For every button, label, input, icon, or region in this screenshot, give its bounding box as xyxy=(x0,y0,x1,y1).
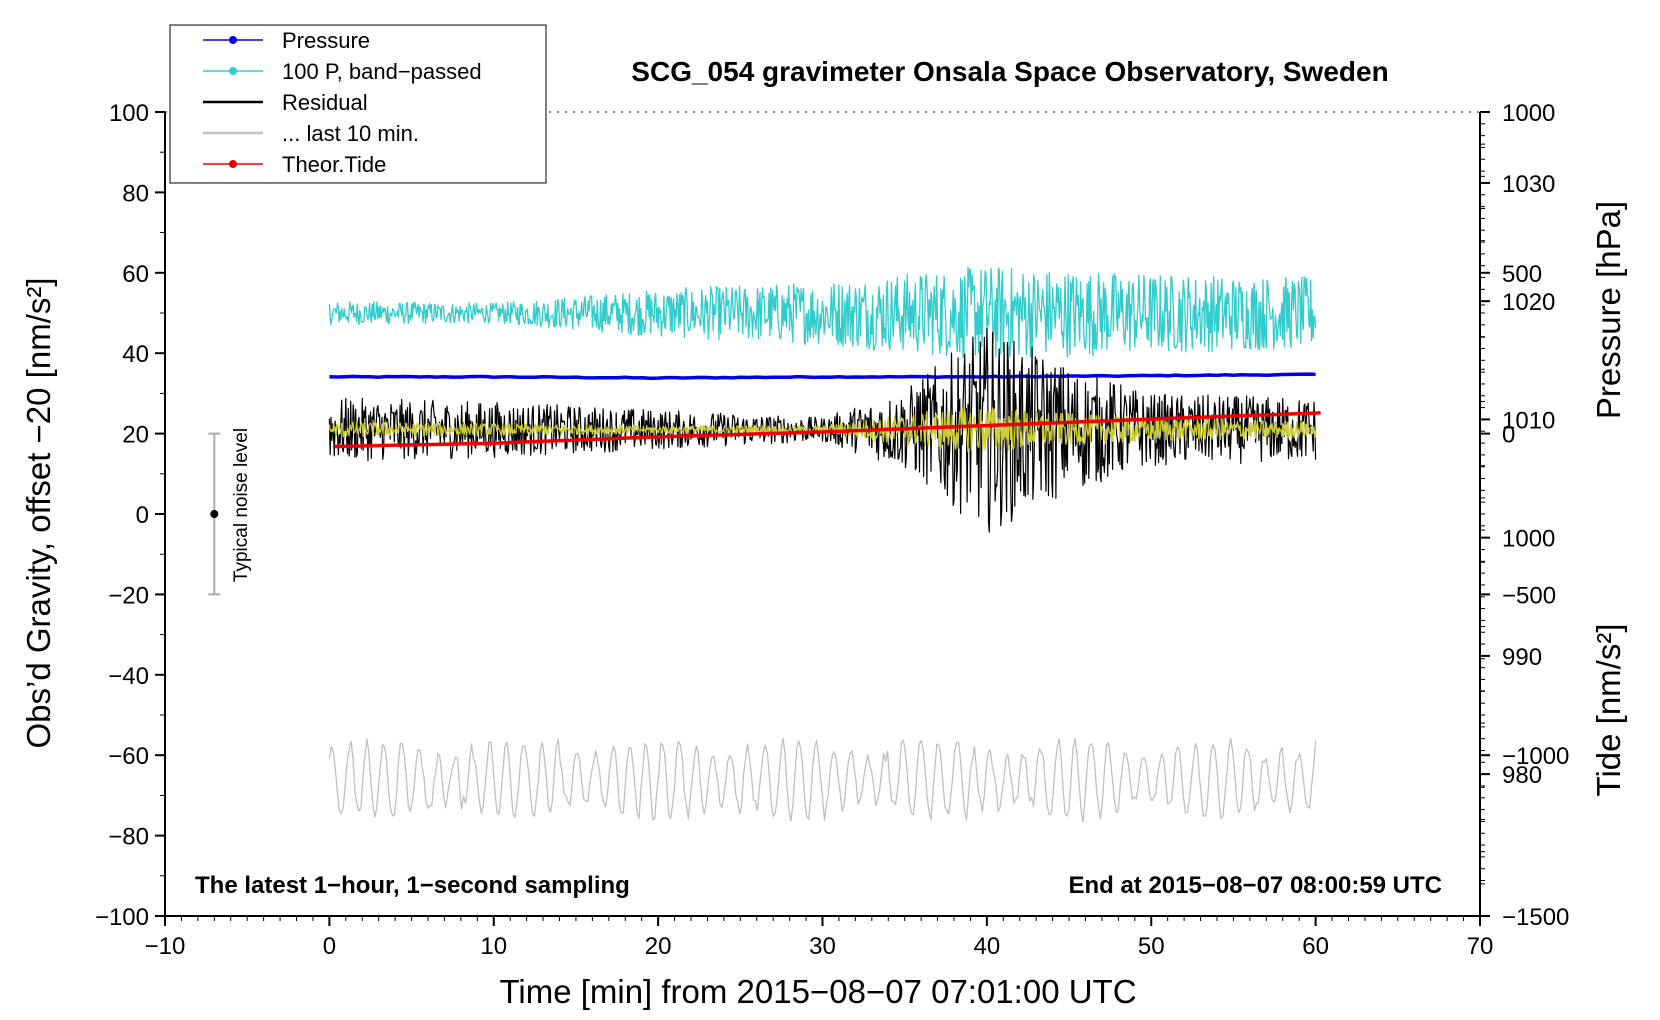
x-tick-label: 30 xyxy=(809,933,836,960)
legend-marker xyxy=(229,67,237,75)
series-line-theor-tide xyxy=(334,411,1321,449)
series-line-last-10-min xyxy=(328,737,1317,823)
x-axis-title: Time [min] from 2015−08−07 07:01:00 UTC xyxy=(499,973,1136,1010)
tick-layer: −10 0 10 20 30 40 50 60 70100806040200−20−40−60−… xyxy=(95,100,1569,960)
y-left-tick-label: 40 xyxy=(122,341,149,368)
tide-tick-label: 1000 xyxy=(1502,100,1555,127)
y-left-tick-label: 60 xyxy=(122,261,149,288)
noise-center-dot xyxy=(210,510,219,518)
series-line-100-p-band-passed xyxy=(328,266,1317,359)
x-tick-label: 40 xyxy=(974,933,1001,960)
y-left-tick-label: 100 xyxy=(109,100,149,127)
y-left-tick-label: −80 xyxy=(108,824,149,851)
noise-level-label: Typical noise level xyxy=(231,428,252,582)
noise-level-marker xyxy=(208,432,221,596)
legend-label: Residual xyxy=(282,90,368,115)
pressure-tick-label: 1010 xyxy=(1502,407,1555,434)
y-axis-title-tide: Tide [nm/s²] xyxy=(1590,624,1627,797)
legend-label: ... last 10 min. xyxy=(282,121,419,146)
end-time-note: End at 2015−08−07 08:00:59 UTC xyxy=(1068,872,1442,899)
pressure-tick-label: 980 xyxy=(1502,762,1542,789)
y-left-tick-label: 80 xyxy=(122,180,149,207)
legend-label: 100 P, band−passed xyxy=(282,59,482,84)
x-tick-label: −10 xyxy=(145,933,186,960)
tide-tick-label: 500 xyxy=(1502,261,1542,288)
pressure-tick-label: 1000 xyxy=(1502,526,1555,553)
y-axis-title-left: Obs’d Gravity, offset −20 [nm/s²] xyxy=(20,277,57,748)
legend-marker xyxy=(229,160,237,168)
x-tick-label: 20 xyxy=(645,933,672,960)
chart-title: SCG_054 gravimeter Onsala Space Observat… xyxy=(631,56,1388,87)
y-axis-title-pressure: Pressure [hPa] xyxy=(1590,201,1627,419)
x-tick-label: 60 xyxy=(1302,933,1329,960)
y-left-tick-label: −20 xyxy=(108,582,149,609)
x-tick-label: 50 xyxy=(1138,933,1165,960)
legend-marker xyxy=(229,36,237,44)
sampling-note: The latest 1−hour, 1−second sampling xyxy=(195,872,630,899)
x-tick-label: 10 xyxy=(480,933,507,960)
y-left-tick-label: 20 xyxy=(122,422,149,449)
tide-tick-label: −1000 xyxy=(1502,743,1569,770)
legend: Pressure 100 P, band−passed Residual ... la… xyxy=(169,24,547,184)
series-line-pressure xyxy=(329,372,1316,380)
legend-label: Theor.Tide xyxy=(282,152,386,177)
legend-label: Pressure xyxy=(282,28,370,53)
tide-tick-label: 0 xyxy=(1502,422,1515,449)
y-left-tick-label: 0 xyxy=(136,502,149,529)
tide-tick-label: −1500 xyxy=(1502,904,1569,931)
series-line-residual xyxy=(328,327,1317,533)
x-tick-label: 70 xyxy=(1467,933,1494,960)
y-left-tick-label: −100 xyxy=(95,904,149,931)
y-left-tick-label: −40 xyxy=(108,663,149,690)
x-tick-label: 0 xyxy=(323,933,336,960)
tide-tick-label: −500 xyxy=(1502,582,1556,609)
data-layer xyxy=(328,266,1321,823)
legend-box xyxy=(169,24,547,184)
pressure-tick-label: 990 xyxy=(1502,644,1542,671)
pressure-tick-label: 1030 xyxy=(1502,171,1555,198)
y-left-tick-label: −60 xyxy=(108,743,149,770)
pressure-tick-label: 1020 xyxy=(1502,289,1555,316)
